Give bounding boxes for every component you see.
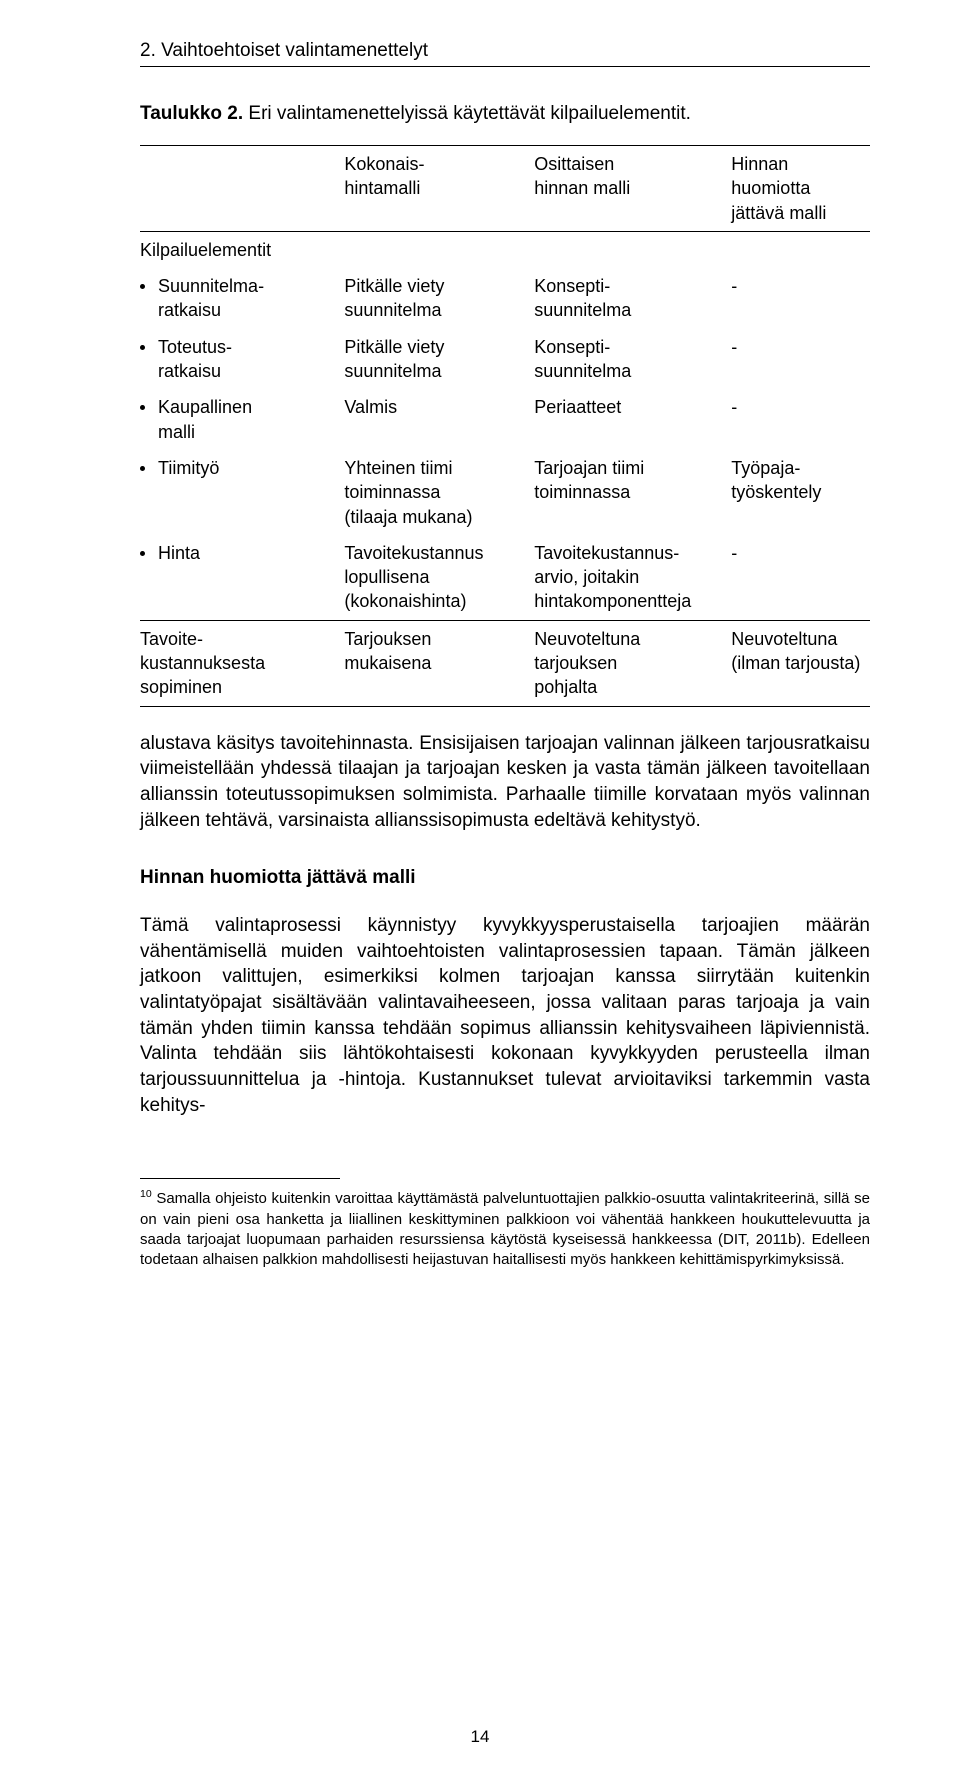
list-item: Toteutus-ratkaisu bbox=[140, 335, 338, 384]
bullet-icon bbox=[140, 284, 145, 289]
section-heading: 2. Vaihtoehtoiset valintamenettelyt bbox=[140, 40, 870, 62]
table-header-row: Kokonais-hintamalli Osittaisenhinnan mal… bbox=[140, 146, 870, 231]
cell: Tavoitekustannus-arvio, joitakinhintakom… bbox=[534, 535, 731, 620]
cell: Neuvoteltuna(ilman tarjousta) bbox=[731, 621, 870, 706]
table-footer-row: Tavoite-kustannuksestasopiminen Tarjouks… bbox=[140, 621, 870, 706]
heading-rule bbox=[140, 66, 870, 67]
caption-prefix: Taulukko 2. bbox=[140, 103, 243, 124]
row-label: Suunnitelma-ratkaisu bbox=[158, 276, 264, 320]
bullet-icon bbox=[140, 466, 145, 471]
bullet-icon bbox=[140, 551, 145, 556]
cell: - bbox=[731, 329, 870, 390]
table-row: Toteutus-ratkaisu Pitkälle vietysuunnite… bbox=[140, 329, 870, 390]
cell: Tarjoajan tiimitoiminnassa bbox=[534, 450, 731, 535]
row-label: Toteutus-ratkaisu bbox=[158, 337, 232, 381]
group-label-row: Kilpailuelementit bbox=[140, 232, 870, 268]
cell: Konsepti-suunnitelma bbox=[534, 329, 731, 390]
header-col-2: Osittaisenhinnan malli bbox=[534, 146, 731, 231]
paragraph-1: alustava käsitys tavoitehinnasta. Ensisi… bbox=[140, 731, 870, 834]
bullet-icon bbox=[140, 345, 145, 350]
caption-rest: Eri valintamenettelyissä käytettävät kil… bbox=[243, 103, 691, 124]
list-item: Suunnitelma-ratkaisu bbox=[140, 274, 338, 323]
table-row: Suunnitelma-ratkaisu Pitkälle vietysuunn… bbox=[140, 268, 870, 329]
paragraph-2: Tämä valintaprosessi käynnistyy kyvykkyy… bbox=[140, 913, 870, 1118]
cell: Tavoitekustannuslopullisena(kokonaishint… bbox=[344, 535, 534, 620]
group-label: Kilpailuelementit bbox=[140, 232, 870, 268]
footnote-number: 10 bbox=[140, 1188, 152, 1200]
cell: Neuvoteltunatarjouksenpohjalta bbox=[534, 621, 731, 706]
cell: Pitkälle vietysuunnitelma bbox=[344, 329, 534, 390]
page-number: 14 bbox=[0, 1727, 960, 1747]
footnote: 10 Samalla ohjeisto kuitenkin varoittaa … bbox=[140, 1187, 870, 1270]
cell: Periaatteet bbox=[534, 389, 731, 450]
footnote-text: Samalla ohjeisto kuitenkin varoittaa käy… bbox=[140, 1190, 870, 1268]
list-item: Kaupallinenmalli bbox=[140, 395, 338, 444]
cell: Yhteinen tiimitoiminnassa(tilaaja mukana… bbox=[344, 450, 534, 535]
page: 2. Vaihtoehtoiset valintamenettelyt Taul… bbox=[0, 0, 960, 1769]
cell: Tarjouksenmukaisena bbox=[344, 621, 534, 706]
table-caption: Taulukko 2. Eri valintamenettelyissä käy… bbox=[140, 103, 870, 125]
footnote-rule bbox=[140, 1178, 340, 1179]
list-item: Tiimityö bbox=[140, 456, 338, 480]
table-row: Hinta Tavoitekustannuslopullisena(kokona… bbox=[140, 535, 870, 620]
row-label: Tiimityö bbox=[158, 458, 219, 478]
cell: - bbox=[731, 535, 870, 620]
bullet-icon bbox=[140, 405, 145, 410]
row-label: Kaupallinenmalli bbox=[158, 397, 252, 441]
footer-label: Tavoite-kustannuksestasopiminen bbox=[140, 621, 344, 706]
comparison-table: Kokonais-hintamalli Osittaisenhinnan mal… bbox=[140, 146, 870, 706]
cell: Valmis bbox=[344, 389, 534, 450]
table-bottom-rule bbox=[140, 706, 870, 707]
table-row: Tiimityö Yhteinen tiimitoiminnassa(tilaa… bbox=[140, 450, 870, 535]
cell: Pitkälle vietysuunnitelma bbox=[344, 268, 534, 329]
cell: Konsepti-suunnitelma bbox=[534, 268, 731, 329]
cell: - bbox=[731, 268, 870, 329]
row-label: Hinta bbox=[158, 543, 200, 563]
header-col-3: Hinnan huomiottajättävä malli bbox=[731, 146, 870, 231]
list-item: Hinta bbox=[140, 541, 338, 565]
table-row: Kaupallinenmalli Valmis Periaatteet - bbox=[140, 389, 870, 450]
header-col-1: Kokonais-hintamalli bbox=[344, 146, 534, 231]
cell: Työpaja-työskentely bbox=[731, 450, 870, 535]
cell: - bbox=[731, 389, 870, 450]
sub-heading: Hinnan huomiotta jättävä malli bbox=[140, 867, 870, 889]
